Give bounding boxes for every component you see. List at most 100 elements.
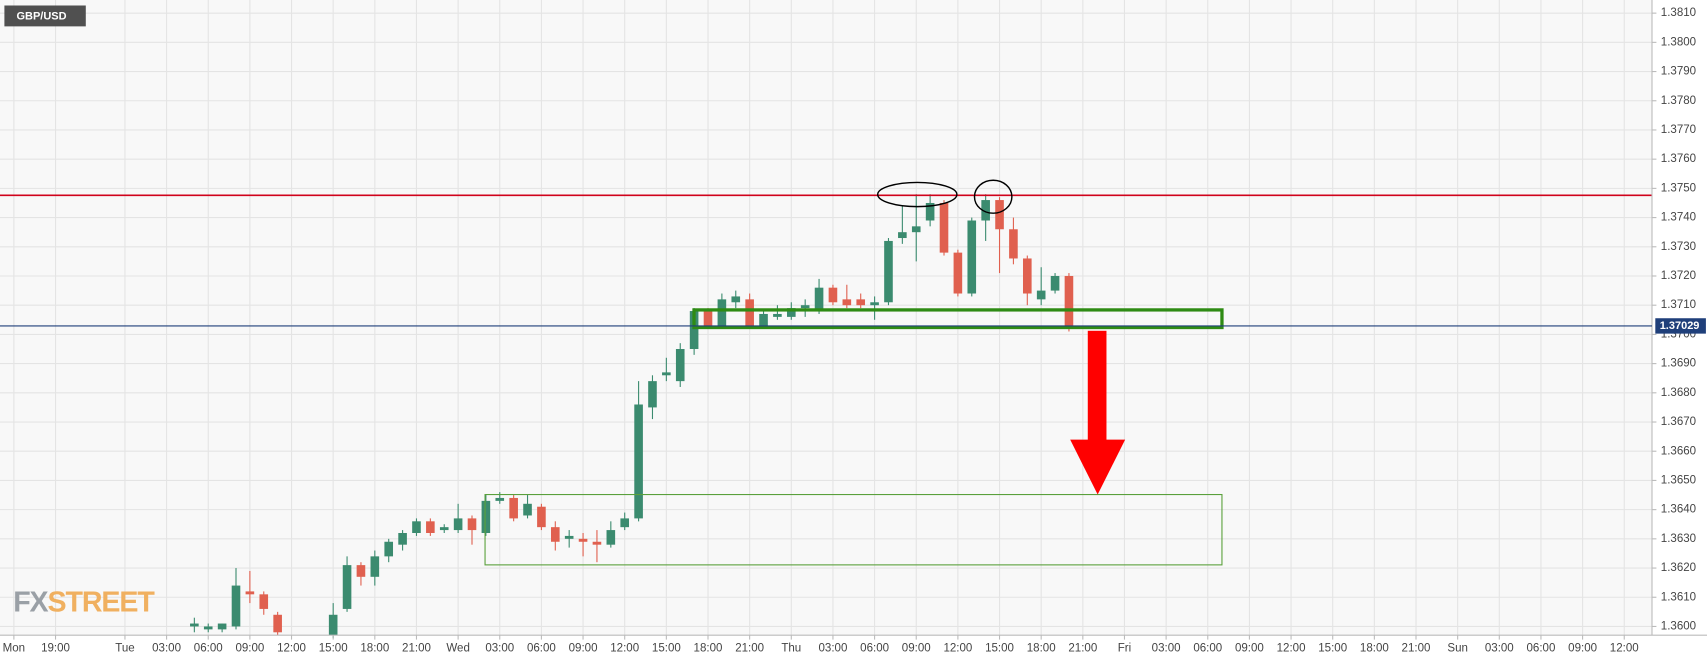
- x-tick-label: Thu: [781, 642, 801, 654]
- candle-body: [1009, 229, 1018, 259]
- candle-body: [634, 404, 643, 519]
- candle-body: [717, 299, 727, 326]
- candle-body: [745, 299, 754, 326]
- candle-body: [800, 305, 810, 309]
- candle-body: [578, 538, 588, 542]
- y-tick-label: 1.3810: [1661, 7, 1696, 19]
- arrow-head: [1070, 439, 1126, 495]
- x-tick-label: 03:00: [1152, 642, 1181, 654]
- candle-body: [675, 349, 685, 382]
- x-tick-label: 03:00: [485, 642, 514, 654]
- y-tick-label: 1.3670: [1661, 416, 1696, 428]
- annotations: [0, 179, 1653, 566]
- y-tick-label: 1.3610: [1661, 591, 1696, 603]
- candle-body: [203, 626, 213, 630]
- candle-body: [842, 299, 852, 306]
- y-tick-label: 1.3680: [1661, 387, 1696, 399]
- candle-body: [648, 381, 657, 408]
- candle-body: [925, 202, 935, 221]
- y-tick-label: 1.3790: [1661, 66, 1696, 78]
- candle-body: [481, 500, 491, 533]
- y-tick-label: 1.3710: [1661, 299, 1696, 311]
- candle-body: [1022, 258, 1032, 294]
- x-tick-label: 15:00: [1318, 642, 1347, 654]
- x-tick-label: 12:00: [277, 642, 306, 654]
- watermark: FXSTREET: [13, 586, 155, 618]
- y-tick-label: 1.3800: [1661, 36, 1696, 48]
- x-tick-label: Wed: [446, 642, 470, 654]
- x-tick-label: Fri: [1118, 642, 1131, 654]
- chart-title: GBP/USD: [16, 10, 66, 22]
- x-tick-label: 12:00: [610, 642, 639, 654]
- candle-body: [689, 311, 699, 350]
- y-tick-label: 1.3700: [1661, 328, 1696, 340]
- candle-body: [870, 302, 879, 306]
- candle-body: [537, 506, 546, 528]
- candle-body: [786, 308, 796, 317]
- candle-body: [620, 518, 630, 528]
- top-ellipse: [876, 181, 958, 208]
- y-tick-label: 1.3730: [1661, 241, 1696, 253]
- x-tick-label: 09:00: [235, 642, 264, 654]
- candle-body: [1050, 275, 1060, 291]
- candle-body: [828, 287, 838, 303]
- symbol-box: [4, 5, 86, 27]
- candle-body: [606, 530, 616, 545]
- x-tick-label: 09:00: [1235, 642, 1264, 654]
- last-price-tag: [1655, 318, 1706, 334]
- candle-body: [814, 287, 824, 312]
- y-tick-label: 1.3770: [1661, 124, 1696, 136]
- x-tick-label: Tue: [115, 642, 134, 654]
- top-ellipse: [973, 179, 1013, 214]
- x-tick-label: 18:00: [1027, 642, 1056, 654]
- x-tick-label: 21:00: [735, 642, 764, 654]
- candle-body: [495, 497, 505, 501]
- x-tick-label: 03:00: [819, 642, 848, 654]
- x-tick-label: 18:00: [1360, 642, 1389, 654]
- candle-body: [939, 202, 949, 253]
- y-tick-label: 1.3690: [1661, 358, 1696, 370]
- x-tick-label: 18:00: [694, 642, 723, 654]
- x-tick-label: 21:00: [1068, 642, 1097, 654]
- x-tick-label: 21:00: [402, 642, 431, 654]
- arrow-shaft: [1087, 330, 1107, 441]
- candle-body: [953, 252, 963, 294]
- x-tick-label: 09:00: [902, 642, 931, 654]
- candle-body: [384, 541, 394, 557]
- y-tick-label: 1.3660: [1661, 445, 1696, 457]
- candle-body: [773, 313, 782, 317]
- y-tick-label: 1.3720: [1661, 270, 1696, 282]
- candle-body: [217, 623, 227, 630]
- target-box: [484, 493, 1223, 566]
- candle-body: [981, 200, 990, 221]
- x-tick-label: Mon: [3, 642, 25, 654]
- y-tick-label: 1.3630: [1661, 533, 1696, 545]
- candle-body: [731, 296, 741, 303]
- x-tick-label: 21:00: [1402, 642, 1431, 654]
- candle-body: [273, 614, 282, 633]
- x-tick-label: 15:00: [985, 642, 1014, 654]
- candle-body: [190, 623, 199, 627]
- candle-body: [370, 556, 380, 577]
- candle-body: [328, 614, 338, 636]
- candle-body: [412, 521, 421, 533]
- candle-body: [426, 521, 435, 533]
- y-tick-label: 1.3650: [1661, 474, 1696, 486]
- y-tick-label: 1.3760: [1661, 153, 1696, 165]
- support-box: [692, 308, 1224, 330]
- watermark-fx: FX: [13, 586, 48, 618]
- candle-body: [856, 299, 866, 306]
- x-tick-label: 18:00: [360, 642, 389, 654]
- x-tick-label: 06:00: [194, 642, 223, 654]
- y-tick-label: 1.3750: [1661, 182, 1696, 194]
- candle-body: [911, 226, 921, 233]
- candle-body: [759, 313, 768, 326]
- candle-body: [564, 535, 574, 539]
- candle-body: [1036, 290, 1046, 300]
- candle-body: [1064, 275, 1074, 326]
- x-tick-label: 09:00: [1568, 642, 1597, 654]
- candle-body: [245, 591, 255, 595]
- candle-body: [995, 200, 1004, 230]
- x-tick-label: 19:00: [41, 642, 70, 654]
